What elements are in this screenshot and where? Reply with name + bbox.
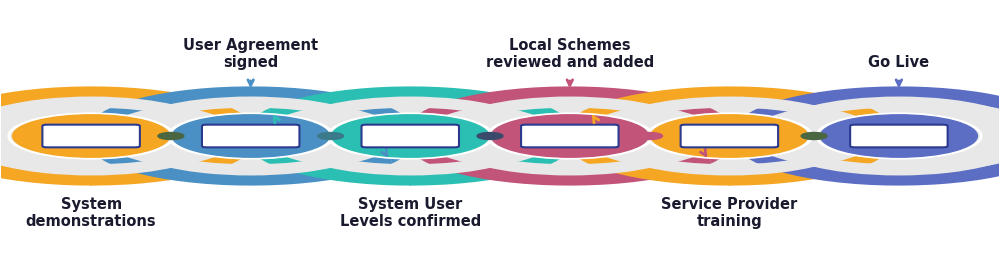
Circle shape — [801, 132, 827, 140]
Circle shape — [491, 115, 648, 157]
Circle shape — [158, 132, 184, 140]
Circle shape — [820, 115, 977, 157]
FancyBboxPatch shape — [521, 125, 619, 147]
FancyBboxPatch shape — [202, 125, 299, 147]
Circle shape — [0, 89, 266, 183]
Circle shape — [555, 89, 904, 183]
Text: Service Provider
training: Service Provider training — [661, 197, 797, 229]
Text: System
demonstrations: System demonstrations — [26, 197, 156, 229]
Circle shape — [332, 115, 489, 157]
Circle shape — [395, 89, 744, 183]
Circle shape — [172, 115, 329, 157]
Circle shape — [637, 132, 663, 140]
Text: Local Schemes
reviewed and added: Local Schemes reviewed and added — [486, 38, 654, 70]
Text: User Agreement
signed: User Agreement signed — [183, 38, 318, 70]
Text: System User
Levels confirmed: System User Levels confirmed — [340, 197, 481, 229]
Circle shape — [76, 89, 425, 183]
Circle shape — [318, 132, 343, 140]
Text: Go Live: Go Live — [868, 55, 929, 70]
FancyBboxPatch shape — [850, 125, 948, 147]
FancyBboxPatch shape — [362, 125, 459, 147]
Circle shape — [13, 115, 170, 157]
Circle shape — [477, 132, 503, 140]
FancyBboxPatch shape — [42, 125, 140, 147]
Circle shape — [724, 89, 1000, 183]
Circle shape — [651, 115, 808, 157]
FancyBboxPatch shape — [681, 125, 778, 147]
Circle shape — [236, 89, 585, 183]
